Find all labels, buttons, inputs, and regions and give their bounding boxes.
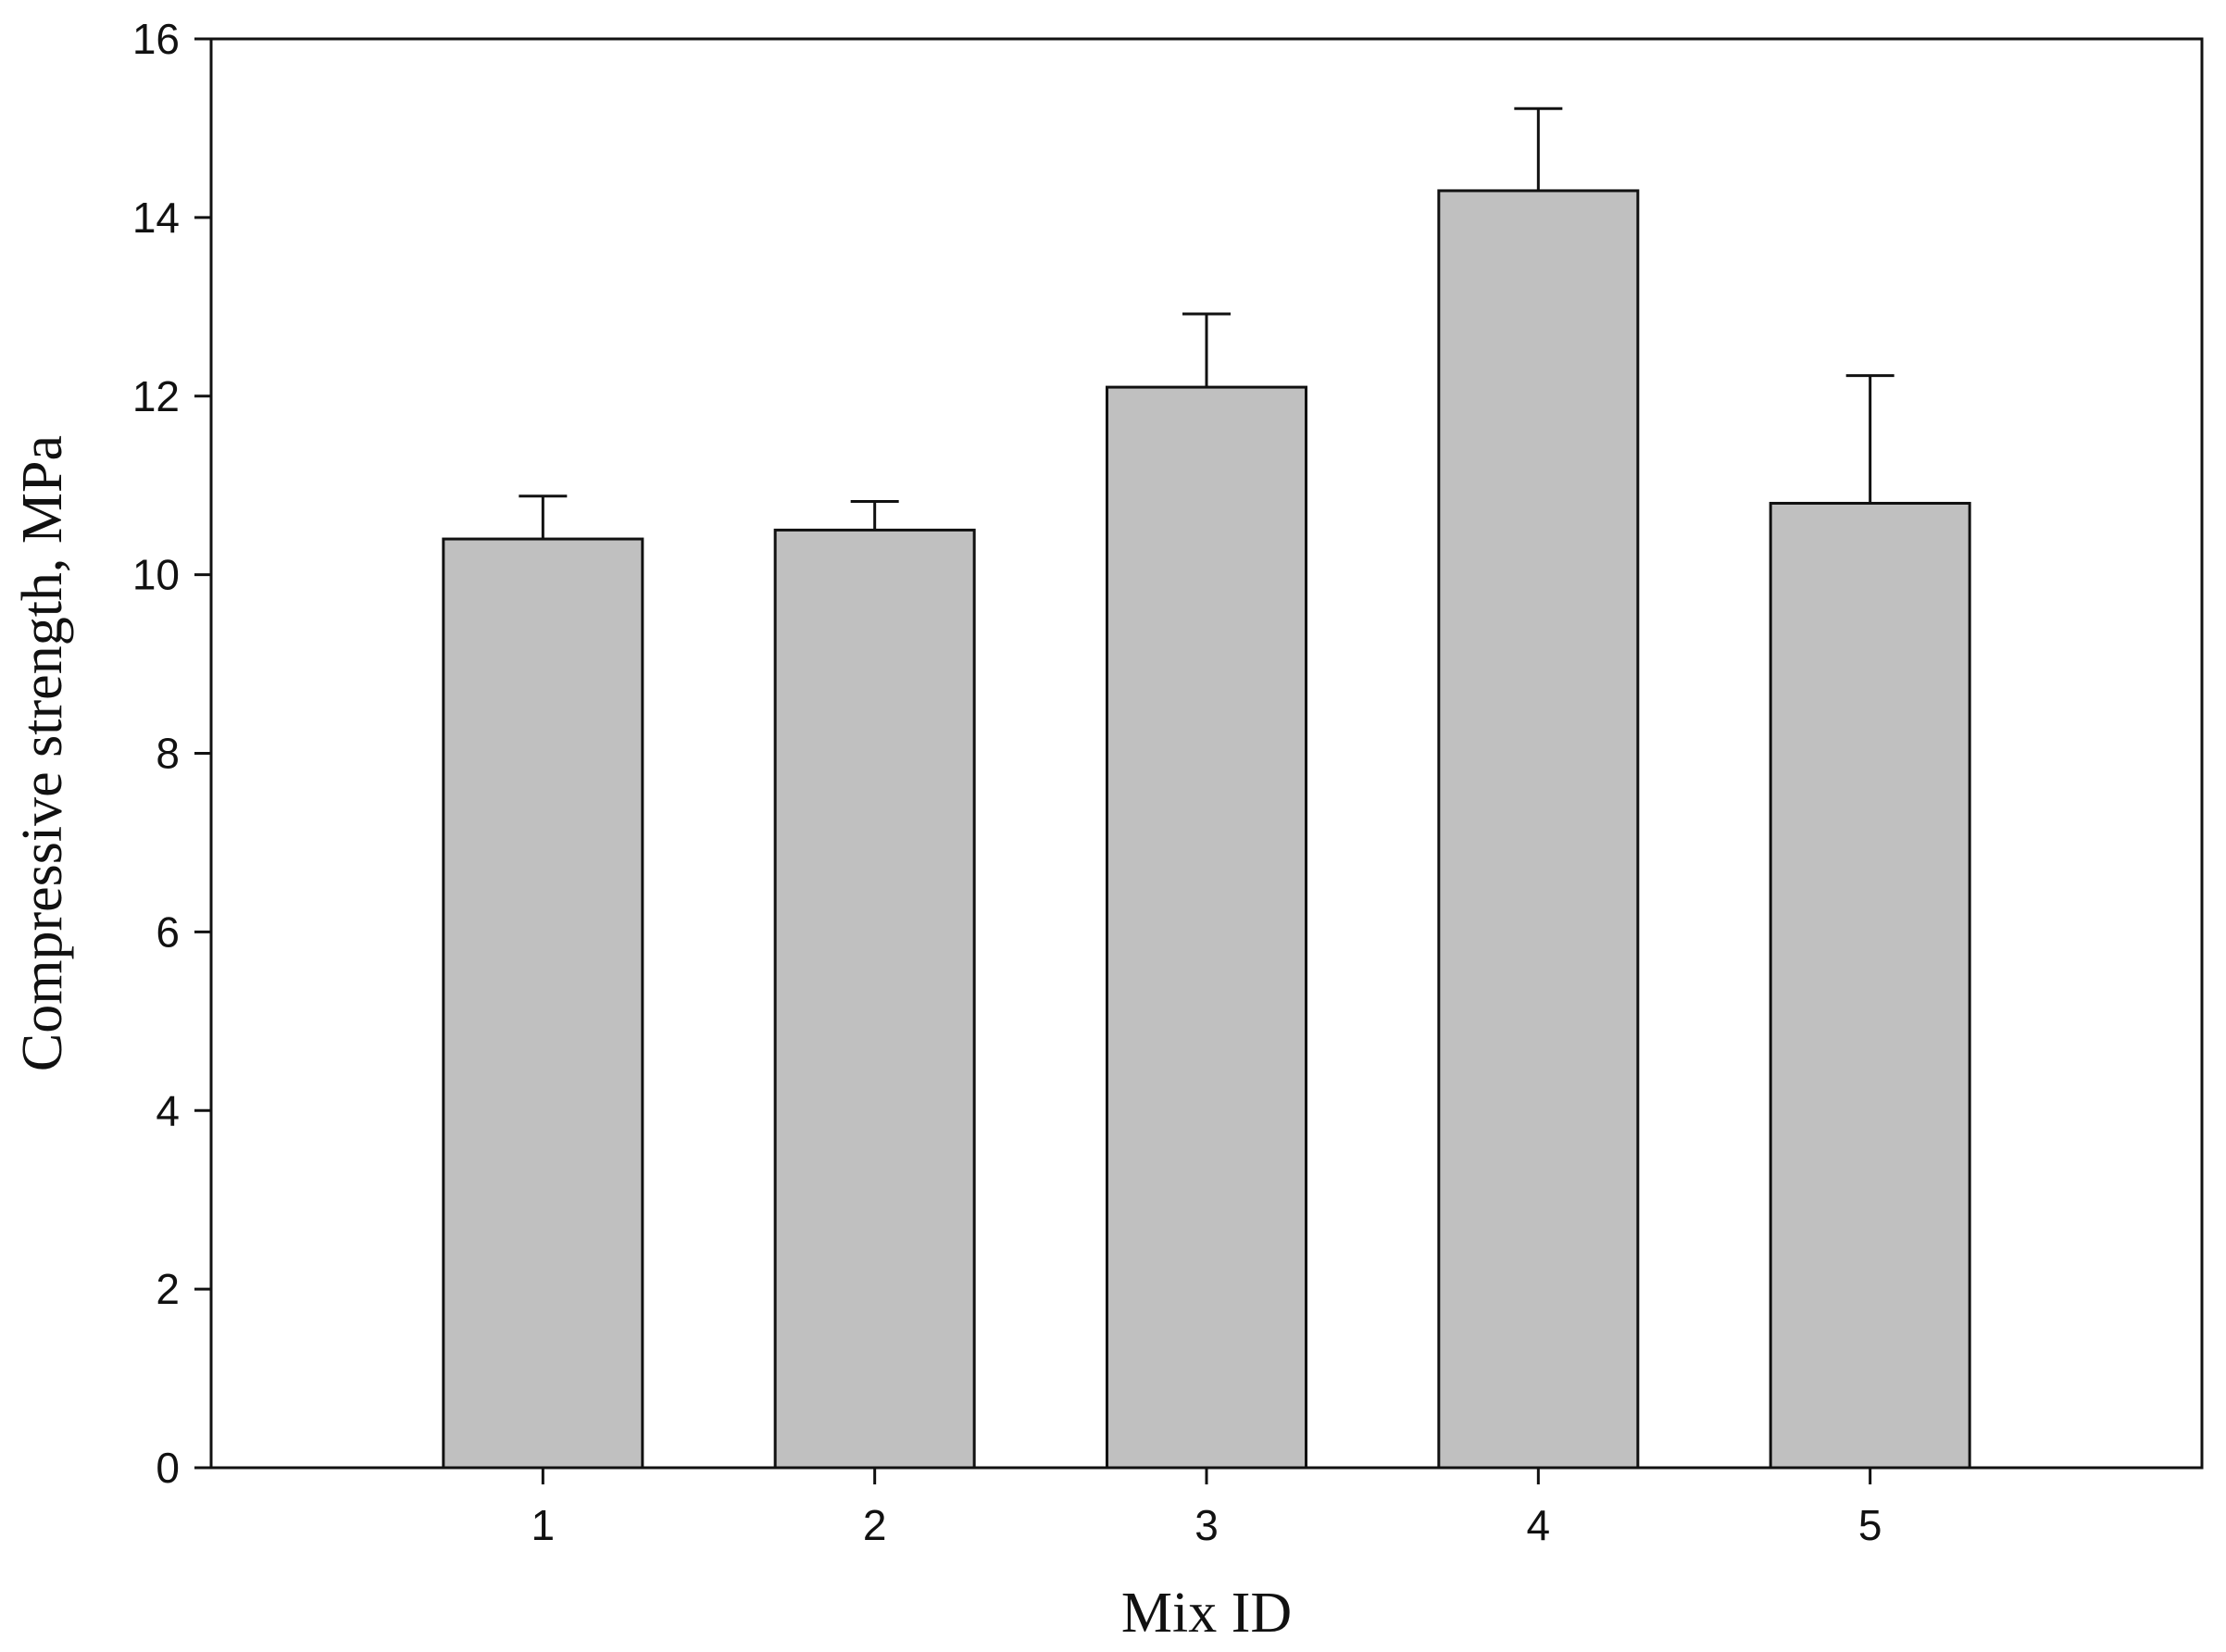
y-tick-label-16: 16 [132, 15, 180, 63]
y-axis-ticks: 0 2 4 6 8 10 12 14 16 [132, 15, 211, 1492]
y-axis-title: Compressive strength, MPa [11, 435, 74, 1071]
error-bar-mix-5 [1845, 374, 1895, 504]
x-axis-ticks: 1 2 3 4 5 [531, 1468, 1882, 1549]
x-tick-label-3: 3 [1194, 1501, 1219, 1549]
error-bar-mix-1 [519, 494, 568, 540]
y-tick-label-14: 14 [132, 194, 180, 242]
error-bar-mix-3 [1182, 312, 1231, 388]
y-tick-label-8: 8 [156, 730, 180, 778]
y-tick-label-6: 6 [156, 907, 180, 956]
y-tick-label-2: 2 [156, 1265, 180, 1313]
x-tick-label-4: 4 [1527, 1501, 1551, 1549]
y-tick-label-10: 10 [132, 551, 180, 599]
error-bar-mix-2 [850, 500, 899, 531]
y-tick-label-4: 4 [156, 1086, 180, 1134]
bar-mix-4 [1437, 189, 1640, 1470]
error-bars-layer [519, 106, 1895, 540]
bar-mix-3 [1106, 385, 1307, 1470]
y-tick-label-12: 12 [132, 372, 180, 420]
x-tick-label-5: 5 [1858, 1501, 1882, 1549]
y-tick-label-0: 0 [156, 1444, 180, 1492]
bar-mix-5 [1769, 501, 1971, 1470]
error-bar-mix-4 [1514, 106, 1563, 191]
x-tick-label-2: 2 [863, 1501, 887, 1549]
bar-mix-1 [442, 537, 644, 1470]
bar-mix-2 [773, 528, 976, 1470]
x-tick-label-1: 1 [531, 1501, 556, 1549]
x-axis-title: Mix ID [1121, 1582, 1292, 1645]
